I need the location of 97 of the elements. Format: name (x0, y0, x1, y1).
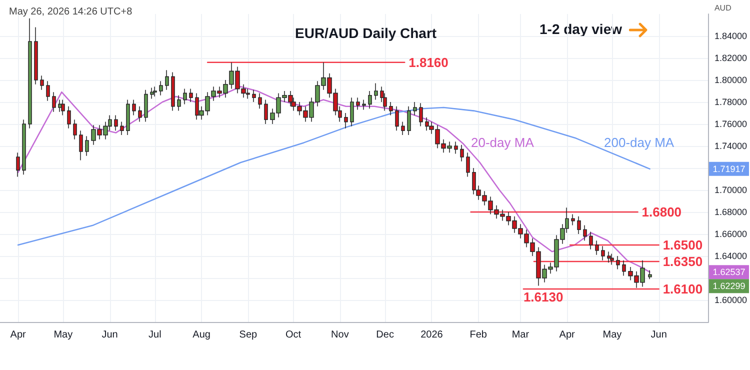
candlestick (571, 214, 575, 226)
annotation: 1-2 day view (540, 21, 622, 37)
candlestick (171, 72, 175, 112)
y-tick-label: 1.64000 (714, 251, 748, 261)
candlestick (610, 253, 614, 266)
candlestick (58, 99, 62, 112)
series-label: 1.6800 (642, 204, 682, 220)
x-tick-label: Dec (376, 330, 394, 340)
candlestick (460, 144, 464, 162)
candlestick (34, 26, 38, 85)
series-label: 20-day MA (471, 135, 534, 150)
candlestick (73, 119, 77, 140)
x-tick-label: Nov (331, 330, 349, 340)
candlestick (607, 251, 611, 263)
candlestick (374, 82, 378, 100)
y-tick-label: 1.66000 (714, 229, 748, 239)
candlestick (126, 99, 130, 136)
y-tick-label: 1.60000 (714, 295, 748, 305)
candlestick (22, 119, 26, 175)
candlestick (16, 152, 20, 178)
x-tick-label: 2026 (420, 330, 444, 340)
candlestick (577, 216, 581, 234)
candlestick (252, 90, 256, 102)
candlestick (589, 231, 593, 250)
candlestick (350, 97, 354, 127)
candlestick (419, 102, 423, 127)
text: 1.62299 (712, 281, 746, 292)
candlestick (407, 106, 411, 136)
x-tick-label: Aug (192, 330, 210, 340)
candlestick (356, 97, 360, 110)
annotation: 1.6130 (523, 290, 564, 305)
candlestick (264, 99, 268, 124)
candlestick (362, 99, 366, 110)
candlestick (466, 152, 470, 178)
candlestick (153, 86, 157, 97)
x-tick-label: Mar (512, 330, 530, 340)
series-label: 1.6100 (662, 282, 703, 296)
x-tick-label: Apr (559, 330, 576, 340)
candlestick (85, 136, 89, 156)
candlestick (177, 95, 181, 112)
candlestick (344, 112, 348, 129)
candlestick (595, 240, 599, 256)
x-tick-label: Jul (148, 330, 162, 340)
candlestick (159, 80, 163, 96)
annotation: 1.71917 (712, 164, 746, 174)
y-tick-label: 1.84000 (714, 31, 748, 41)
y-tick-label: 1.76000 (714, 119, 748, 129)
x-tick-label: May (54, 330, 73, 340)
candlestick (648, 270, 652, 280)
candlestick (413, 102, 417, 116)
candlestick (46, 80, 50, 102)
series-label: 1.6350 (662, 254, 703, 269)
candlestick (138, 106, 142, 122)
chart-subtitle: May 26, 2026 14:26 UTC+8 (9, 6, 133, 18)
y-tick-label: 1.70000 (714, 185, 748, 195)
candlestick (583, 224, 587, 241)
series-label: 1.6500 (662, 238, 703, 252)
y-tick-label: 1.82000 (714, 53, 748, 63)
y-tick-label: 1.68000 (714, 207, 748, 217)
x-tick-label: May (602, 330, 622, 340)
candlestick (165, 70, 169, 90)
candlestick (144, 90, 148, 122)
y-tick-label: 1.78000 (714, 97, 748, 107)
candlestick (132, 99, 136, 116)
candlestick (67, 106, 71, 129)
candlestick (616, 256, 620, 270)
candlestick (114, 114, 118, 131)
candlestick (40, 75, 44, 90)
candlestick (150, 87, 154, 100)
candlestick (454, 141, 458, 154)
candlestick (120, 121, 124, 136)
candlestick (258, 92, 262, 109)
candlestick (52, 92, 56, 112)
candlestick (61, 99, 65, 116)
y-axis-title: AUD (714, 4, 732, 12)
y-tick-label: 1.74000 (714, 141, 748, 151)
candlestick (79, 130, 83, 161)
candlestick (401, 121, 405, 136)
x-tick-label: Apr (10, 330, 26, 340)
x-tick-label: Sep (239, 330, 258, 340)
series-label: 1.8160 (408, 54, 448, 70)
candlestick (368, 90, 372, 109)
candlestick (622, 260, 626, 276)
x-tick-label: Oct (286, 330, 302, 340)
annotation: 1.62537 (712, 267, 746, 278)
x-tick-label: Jun (650, 330, 667, 340)
candlestick (28, 18, 32, 129)
y-tick-label: 1.80000 (714, 75, 748, 85)
series-label: 200-day MA (604, 135, 674, 150)
x-tick-label: Feb (470, 330, 488, 340)
x-tick-label: Jun (102, 330, 118, 340)
candlestick (189, 88, 193, 102)
candlestick (601, 246, 605, 261)
text: EUR/AUD Daily Chart (295, 25, 437, 41)
candlestick (389, 102, 393, 116)
candlestick (395, 106, 399, 131)
candlestick (183, 88, 187, 105)
